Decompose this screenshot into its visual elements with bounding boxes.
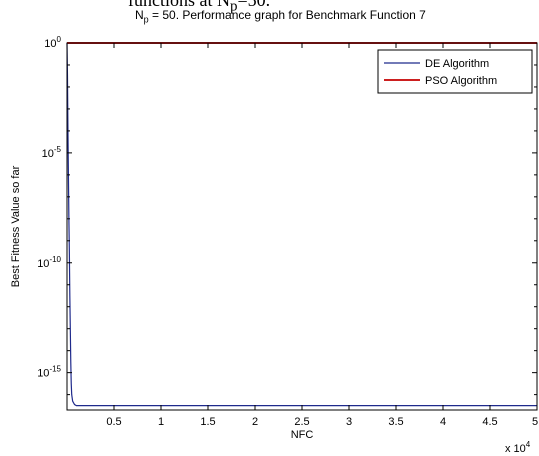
x-tick-label: 3: [346, 416, 352, 428]
chart-title: Np = 50. Performance graph for Benchmark…: [135, 8, 426, 24]
x-tick-label: 4: [440, 416, 446, 428]
x-axis-ticks: 0.5 1 1.5 2 2.5 3 3.5 4 4.5 5: [106, 43, 538, 428]
x-axis-label: NFC: [291, 429, 314, 441]
x-multiplier-exp: 4: [526, 440, 531, 449]
legend-label: DE Algorithm: [425, 58, 489, 70]
chart-title-pre: N: [135, 8, 144, 22]
y-tick-label: 10-5: [42, 145, 62, 160]
x-tick-label: 2: [252, 416, 258, 428]
y-tick-label: 10-10: [37, 255, 61, 270]
x-multiplier-base: x 10: [505, 443, 526, 455]
y-axis-ticks: 100 10-5 10-10 10-15: [37, 35, 537, 396]
x-tick-label: 4.5: [482, 416, 497, 428]
x-tick-label: 1: [158, 416, 164, 428]
caption-tail: =50.: [237, 0, 271, 10]
y-tick-label: 100: [44, 35, 61, 50]
series-line-de-algorithm: [66, 42, 537, 407]
caption-text: functions at N: [128, 0, 230, 10]
x-axis-multiplier: x 104: [505, 440, 531, 455]
y-axis-label: Best Fitness Value so far: [10, 165, 22, 287]
legend-items: DE Algorithm PSO Algorithm: [384, 58, 497, 87]
x-tick-label: 1.5: [200, 416, 215, 428]
legend-box: [377, 49, 533, 94]
plot-area: [67, 43, 537, 410]
chart-title-post: = 50. Performance graph for Benchmark Fu…: [148, 8, 426, 22]
legend: DE Algorithm PSO Algorithm: [377, 49, 533, 94]
caption-subscript: p: [229, 0, 238, 15]
chart-title-subscript: p: [143, 14, 149, 25]
x-tick-label: 3.5: [388, 416, 403, 428]
y-tick-label: 10-15: [37, 365, 61, 380]
x-tick-label: 0.5: [106, 416, 121, 428]
legend-label: PSO Algorithm: [425, 75, 497, 87]
x-tick-label: 2.5: [294, 416, 309, 428]
figure-caption-fragment: functions at Np=50.: [128, 0, 270, 16]
x-tick-label: 5: [532, 416, 538, 428]
